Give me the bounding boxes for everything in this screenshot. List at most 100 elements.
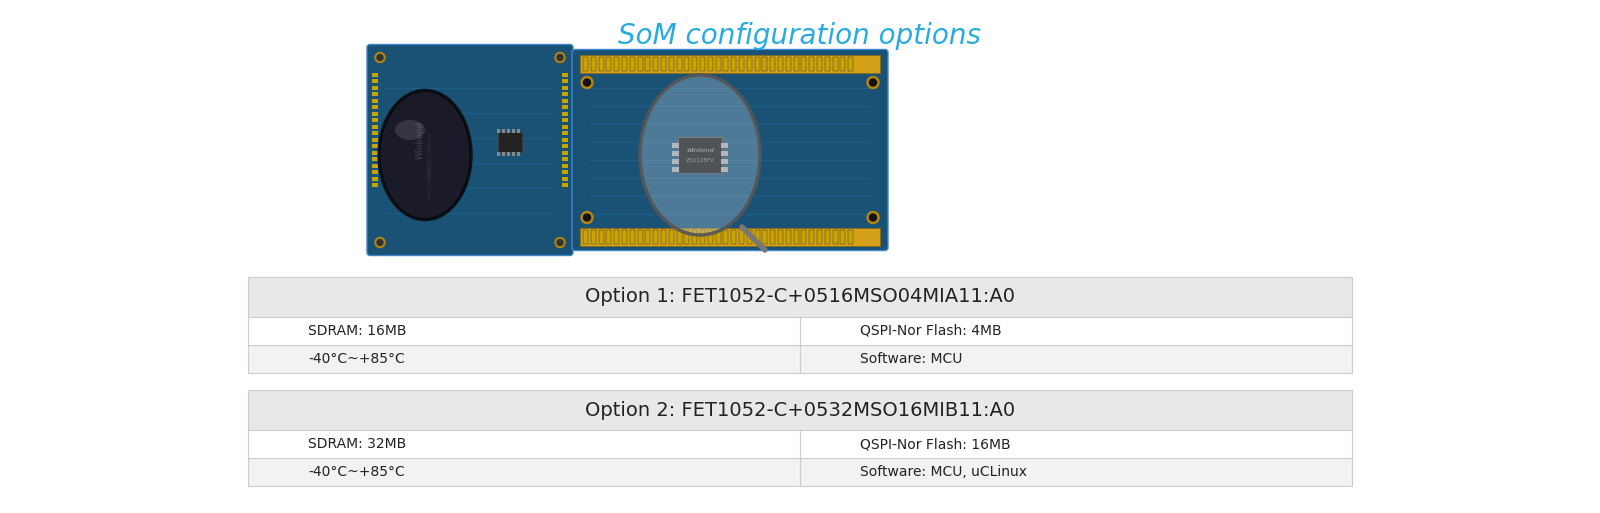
FancyBboxPatch shape xyxy=(371,164,378,168)
FancyBboxPatch shape xyxy=(630,56,635,70)
Text: 6602195002S: 6602195002S xyxy=(427,161,432,199)
FancyBboxPatch shape xyxy=(562,118,568,122)
FancyBboxPatch shape xyxy=(248,345,1352,373)
FancyBboxPatch shape xyxy=(840,229,845,244)
FancyBboxPatch shape xyxy=(248,317,1352,345)
FancyBboxPatch shape xyxy=(371,92,378,96)
FancyBboxPatch shape xyxy=(848,56,853,70)
FancyBboxPatch shape xyxy=(818,229,822,244)
FancyBboxPatch shape xyxy=(371,111,378,115)
FancyBboxPatch shape xyxy=(371,150,378,154)
FancyBboxPatch shape xyxy=(701,229,706,244)
FancyBboxPatch shape xyxy=(598,229,603,244)
Circle shape xyxy=(581,211,594,224)
FancyBboxPatch shape xyxy=(562,137,568,142)
FancyBboxPatch shape xyxy=(517,129,520,133)
Ellipse shape xyxy=(379,90,470,220)
FancyBboxPatch shape xyxy=(678,137,722,173)
Circle shape xyxy=(555,52,565,63)
Circle shape xyxy=(557,54,563,61)
FancyBboxPatch shape xyxy=(248,277,1352,317)
Text: 25Q128FV: 25Q128FV xyxy=(686,157,714,163)
FancyBboxPatch shape xyxy=(366,45,573,255)
FancyBboxPatch shape xyxy=(606,229,611,244)
FancyBboxPatch shape xyxy=(810,56,814,70)
FancyBboxPatch shape xyxy=(371,144,378,148)
Circle shape xyxy=(869,214,877,221)
FancyBboxPatch shape xyxy=(794,56,798,70)
FancyBboxPatch shape xyxy=(371,137,378,142)
FancyBboxPatch shape xyxy=(562,79,568,83)
Circle shape xyxy=(869,79,877,86)
FancyBboxPatch shape xyxy=(840,56,845,70)
FancyBboxPatch shape xyxy=(677,229,682,244)
Text: Software: MCU: Software: MCU xyxy=(861,352,962,366)
FancyBboxPatch shape xyxy=(562,125,568,128)
FancyBboxPatch shape xyxy=(723,229,728,244)
FancyBboxPatch shape xyxy=(573,49,888,250)
FancyBboxPatch shape xyxy=(371,125,378,128)
FancyBboxPatch shape xyxy=(645,229,650,244)
Circle shape xyxy=(378,54,382,61)
FancyBboxPatch shape xyxy=(693,229,698,244)
FancyBboxPatch shape xyxy=(248,430,1352,458)
Text: Software: MCU, uCLinux: Software: MCU, uCLinux xyxy=(861,465,1027,479)
FancyBboxPatch shape xyxy=(818,56,822,70)
FancyBboxPatch shape xyxy=(645,56,650,70)
FancyBboxPatch shape xyxy=(498,152,499,156)
Text: Option 2: FET1052-C+0532MSO16MIB11:A0: Option 2: FET1052-C+0532MSO16MIB11:A0 xyxy=(586,401,1014,420)
FancyBboxPatch shape xyxy=(562,86,568,89)
Text: Option 1: FET1052-C+0516MSO04MIA11:A0: Option 1: FET1052-C+0516MSO04MIA11:A0 xyxy=(586,287,1014,306)
Text: QSPI-Nor Flash: 4MB: QSPI-Nor Flash: 4MB xyxy=(861,324,1002,338)
FancyBboxPatch shape xyxy=(562,111,568,115)
FancyBboxPatch shape xyxy=(755,56,760,70)
FancyBboxPatch shape xyxy=(826,229,830,244)
Circle shape xyxy=(581,76,594,89)
Text: SDRAM: 16MB: SDRAM: 16MB xyxy=(307,324,406,338)
Circle shape xyxy=(378,240,382,246)
Text: -40°C~+85°C: -40°C~+85°C xyxy=(307,465,405,479)
FancyBboxPatch shape xyxy=(590,229,595,244)
FancyBboxPatch shape xyxy=(598,56,603,70)
FancyBboxPatch shape xyxy=(672,151,678,156)
FancyBboxPatch shape xyxy=(653,56,658,70)
FancyBboxPatch shape xyxy=(669,56,674,70)
FancyBboxPatch shape xyxy=(502,152,506,156)
FancyBboxPatch shape xyxy=(672,167,678,172)
FancyBboxPatch shape xyxy=(371,170,378,174)
FancyBboxPatch shape xyxy=(562,157,568,161)
FancyBboxPatch shape xyxy=(832,229,838,244)
FancyBboxPatch shape xyxy=(747,56,752,70)
FancyBboxPatch shape xyxy=(731,229,736,244)
FancyBboxPatch shape xyxy=(498,132,522,152)
FancyBboxPatch shape xyxy=(637,56,643,70)
FancyBboxPatch shape xyxy=(685,56,690,70)
Circle shape xyxy=(374,52,386,63)
FancyBboxPatch shape xyxy=(498,129,499,133)
FancyBboxPatch shape xyxy=(579,54,880,72)
FancyBboxPatch shape xyxy=(371,98,378,103)
FancyBboxPatch shape xyxy=(762,229,768,244)
FancyBboxPatch shape xyxy=(248,390,1352,430)
FancyBboxPatch shape xyxy=(582,56,589,70)
FancyBboxPatch shape xyxy=(562,164,568,168)
FancyBboxPatch shape xyxy=(755,229,760,244)
Ellipse shape xyxy=(381,91,470,219)
FancyBboxPatch shape xyxy=(562,98,568,103)
FancyBboxPatch shape xyxy=(786,229,790,244)
Circle shape xyxy=(555,238,565,247)
FancyBboxPatch shape xyxy=(802,229,806,244)
FancyBboxPatch shape xyxy=(707,229,714,244)
FancyBboxPatch shape xyxy=(622,229,627,244)
FancyBboxPatch shape xyxy=(672,159,678,164)
FancyBboxPatch shape xyxy=(562,176,568,181)
FancyBboxPatch shape xyxy=(507,129,510,133)
FancyBboxPatch shape xyxy=(707,56,714,70)
Circle shape xyxy=(557,240,563,246)
FancyBboxPatch shape xyxy=(562,72,568,76)
FancyBboxPatch shape xyxy=(512,152,515,156)
Ellipse shape xyxy=(395,120,426,140)
Text: Winbond: Winbond xyxy=(416,121,424,159)
FancyBboxPatch shape xyxy=(371,86,378,89)
FancyBboxPatch shape xyxy=(685,229,690,244)
